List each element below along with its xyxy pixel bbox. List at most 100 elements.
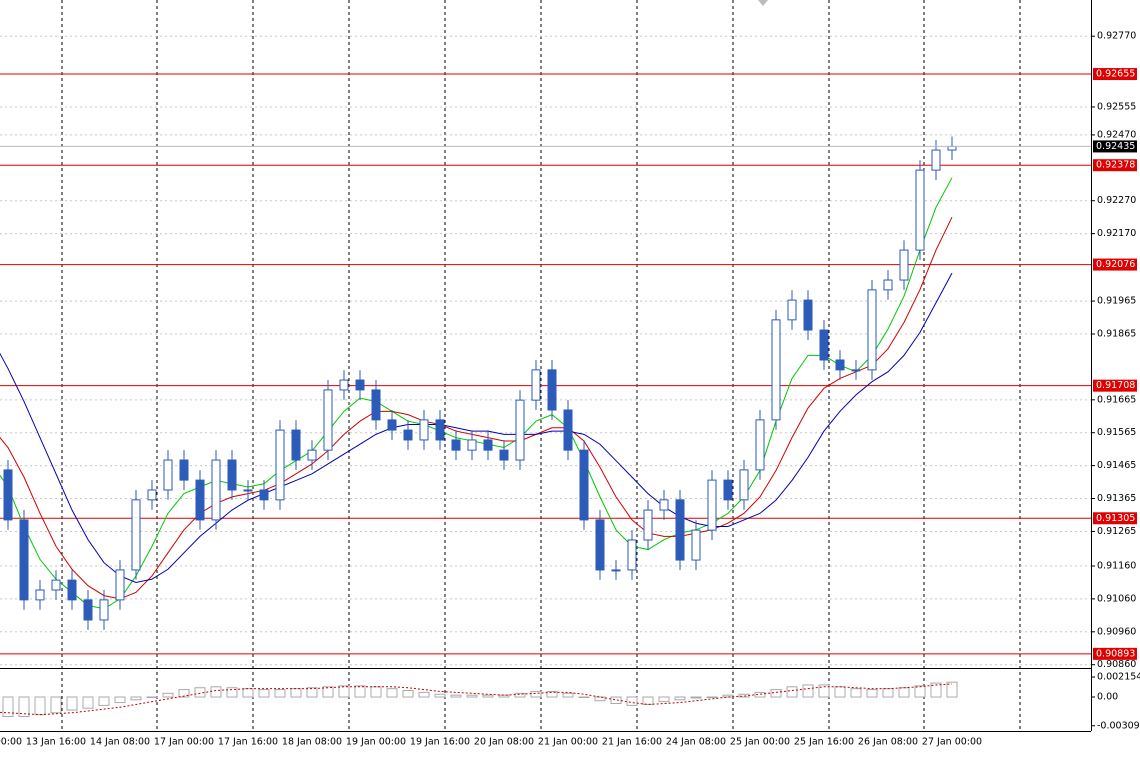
x-tick-label: 14 Jan 08:00 — [90, 737, 150, 748]
x-tick-label: 25 Jan 16:00 — [794, 737, 854, 748]
candle-body — [19, 519, 29, 601]
x-tick-label: 27 Jan 00:00 — [922, 737, 982, 748]
candle-body — [691, 529, 701, 561]
y-tick-label: 0.92555 — [1097, 101, 1136, 112]
candle-body — [355, 379, 365, 391]
candle-body — [707, 479, 717, 531]
y-tick-label: 0.91265 — [1097, 526, 1136, 537]
y-tick-label: 0.002154 — [1097, 672, 1140, 683]
candle-body — [675, 499, 685, 561]
candle-body — [739, 469, 749, 501]
candle-body — [131, 499, 141, 571]
osc-bar — [82, 696, 94, 709]
x-tick-label: 13 Jan 16:00 — [26, 737, 86, 748]
osc-bar — [914, 685, 926, 698]
candle-body — [435, 419, 445, 441]
y-tick-label: -0.003096 — [1097, 720, 1140, 731]
y-tick-label: 0.92270 — [1097, 195, 1136, 206]
osc-bar — [562, 692, 574, 698]
candle-body — [307, 449, 317, 461]
candle-body — [771, 319, 781, 421]
candle-body — [195, 479, 205, 521]
osc-bar — [450, 694, 462, 698]
osc-bar — [114, 696, 126, 704]
osc-bar — [706, 696, 718, 699]
osc-bar — [370, 686, 382, 698]
level-box — [1093, 379, 1137, 392]
osc-bar — [466, 694, 478, 698]
osc-bar — [722, 694, 734, 698]
osc-bar — [754, 691, 766, 698]
osc-bar — [898, 687, 910, 698]
osc-bar — [146, 696, 158, 699]
x-tick-label: 13 Jan 00:00 — [0, 737, 22, 748]
osc-bar — [66, 696, 78, 711]
candle-body — [115, 569, 125, 601]
x-tick-label: 17 Jan 16:00 — [218, 737, 278, 748]
last-price-label: 0.92435 — [1096, 141, 1135, 152]
candle-body — [659, 499, 669, 511]
signal-line — [0, 683, 953, 716]
candle-body — [579, 449, 589, 521]
osc-bar — [866, 689, 878, 698]
osc-bar — [626, 696, 638, 706]
candle-body — [291, 429, 301, 461]
osc-bar — [818, 684, 830, 698]
candle-body — [851, 369, 861, 372]
y-tick-label: 0.00 — [1097, 692, 1118, 703]
osc-bar — [290, 688, 302, 698]
candle-body — [83, 599, 93, 621]
candle-body — [211, 459, 221, 521]
osc-bar — [2, 696, 14, 718]
candle-body — [835, 359, 845, 371]
level-label: 0.91708 — [1096, 380, 1135, 391]
candle-body — [803, 299, 813, 331]
x-tick-label: 24 Jan 08:00 — [666, 737, 726, 748]
osc-bar — [98, 696, 110, 706]
y-tick-label: 0.92770 — [1097, 31, 1136, 42]
candle-body — [867, 289, 877, 371]
osc-bar — [658, 696, 670, 703]
candle-body — [947, 145, 957, 151]
osc-bar — [786, 686, 798, 698]
candle-body — [467, 439, 477, 451]
x-tick-label: 19 Jan 16:00 — [410, 737, 470, 748]
osc-bar — [162, 692, 174, 698]
candle-body — [403, 429, 413, 441]
x-tick-label: 21 Jan 00:00 — [538, 737, 598, 748]
osc-bar — [50, 696, 62, 714]
osc-bar — [946, 681, 958, 698]
candle-body — [483, 439, 493, 451]
candle-body — [339, 379, 349, 391]
osc-bar — [578, 696, 590, 699]
level-box — [1093, 68, 1137, 81]
y-tick-label: 0.91365 — [1097, 493, 1136, 504]
candle-body — [259, 489, 269, 501]
osc-bar — [418, 691, 430, 698]
candle-body — [451, 439, 461, 451]
osc-bar — [306, 687, 318, 698]
osc-bar — [354, 685, 366, 698]
y-tick-label: 0.91965 — [1097, 296, 1136, 307]
osc-bar — [242, 688, 254, 698]
candle-body — [387, 419, 397, 431]
osc-bar — [498, 694, 510, 698]
candle-body — [3, 469, 13, 521]
osc-bar — [610, 696, 622, 705]
level-box — [1093, 258, 1137, 271]
candle-body — [163, 459, 173, 491]
candle-body — [643, 509, 653, 541]
osc-bar — [482, 694, 494, 698]
candle-body — [51, 579, 61, 591]
osc-bar — [338, 685, 350, 698]
level-label: 0.92655 — [1096, 69, 1135, 80]
shift-marker — [758, 0, 768, 6]
candle-body — [883, 279, 893, 291]
candle-body — [899, 249, 909, 281]
candle-body — [819, 329, 829, 361]
x-tick-label: 19 Jan 00:00 — [346, 737, 406, 748]
osc-bar — [530, 690, 542, 698]
x-tick-label: 18 Jan 08:00 — [282, 737, 342, 748]
candle-body — [147, 489, 157, 501]
